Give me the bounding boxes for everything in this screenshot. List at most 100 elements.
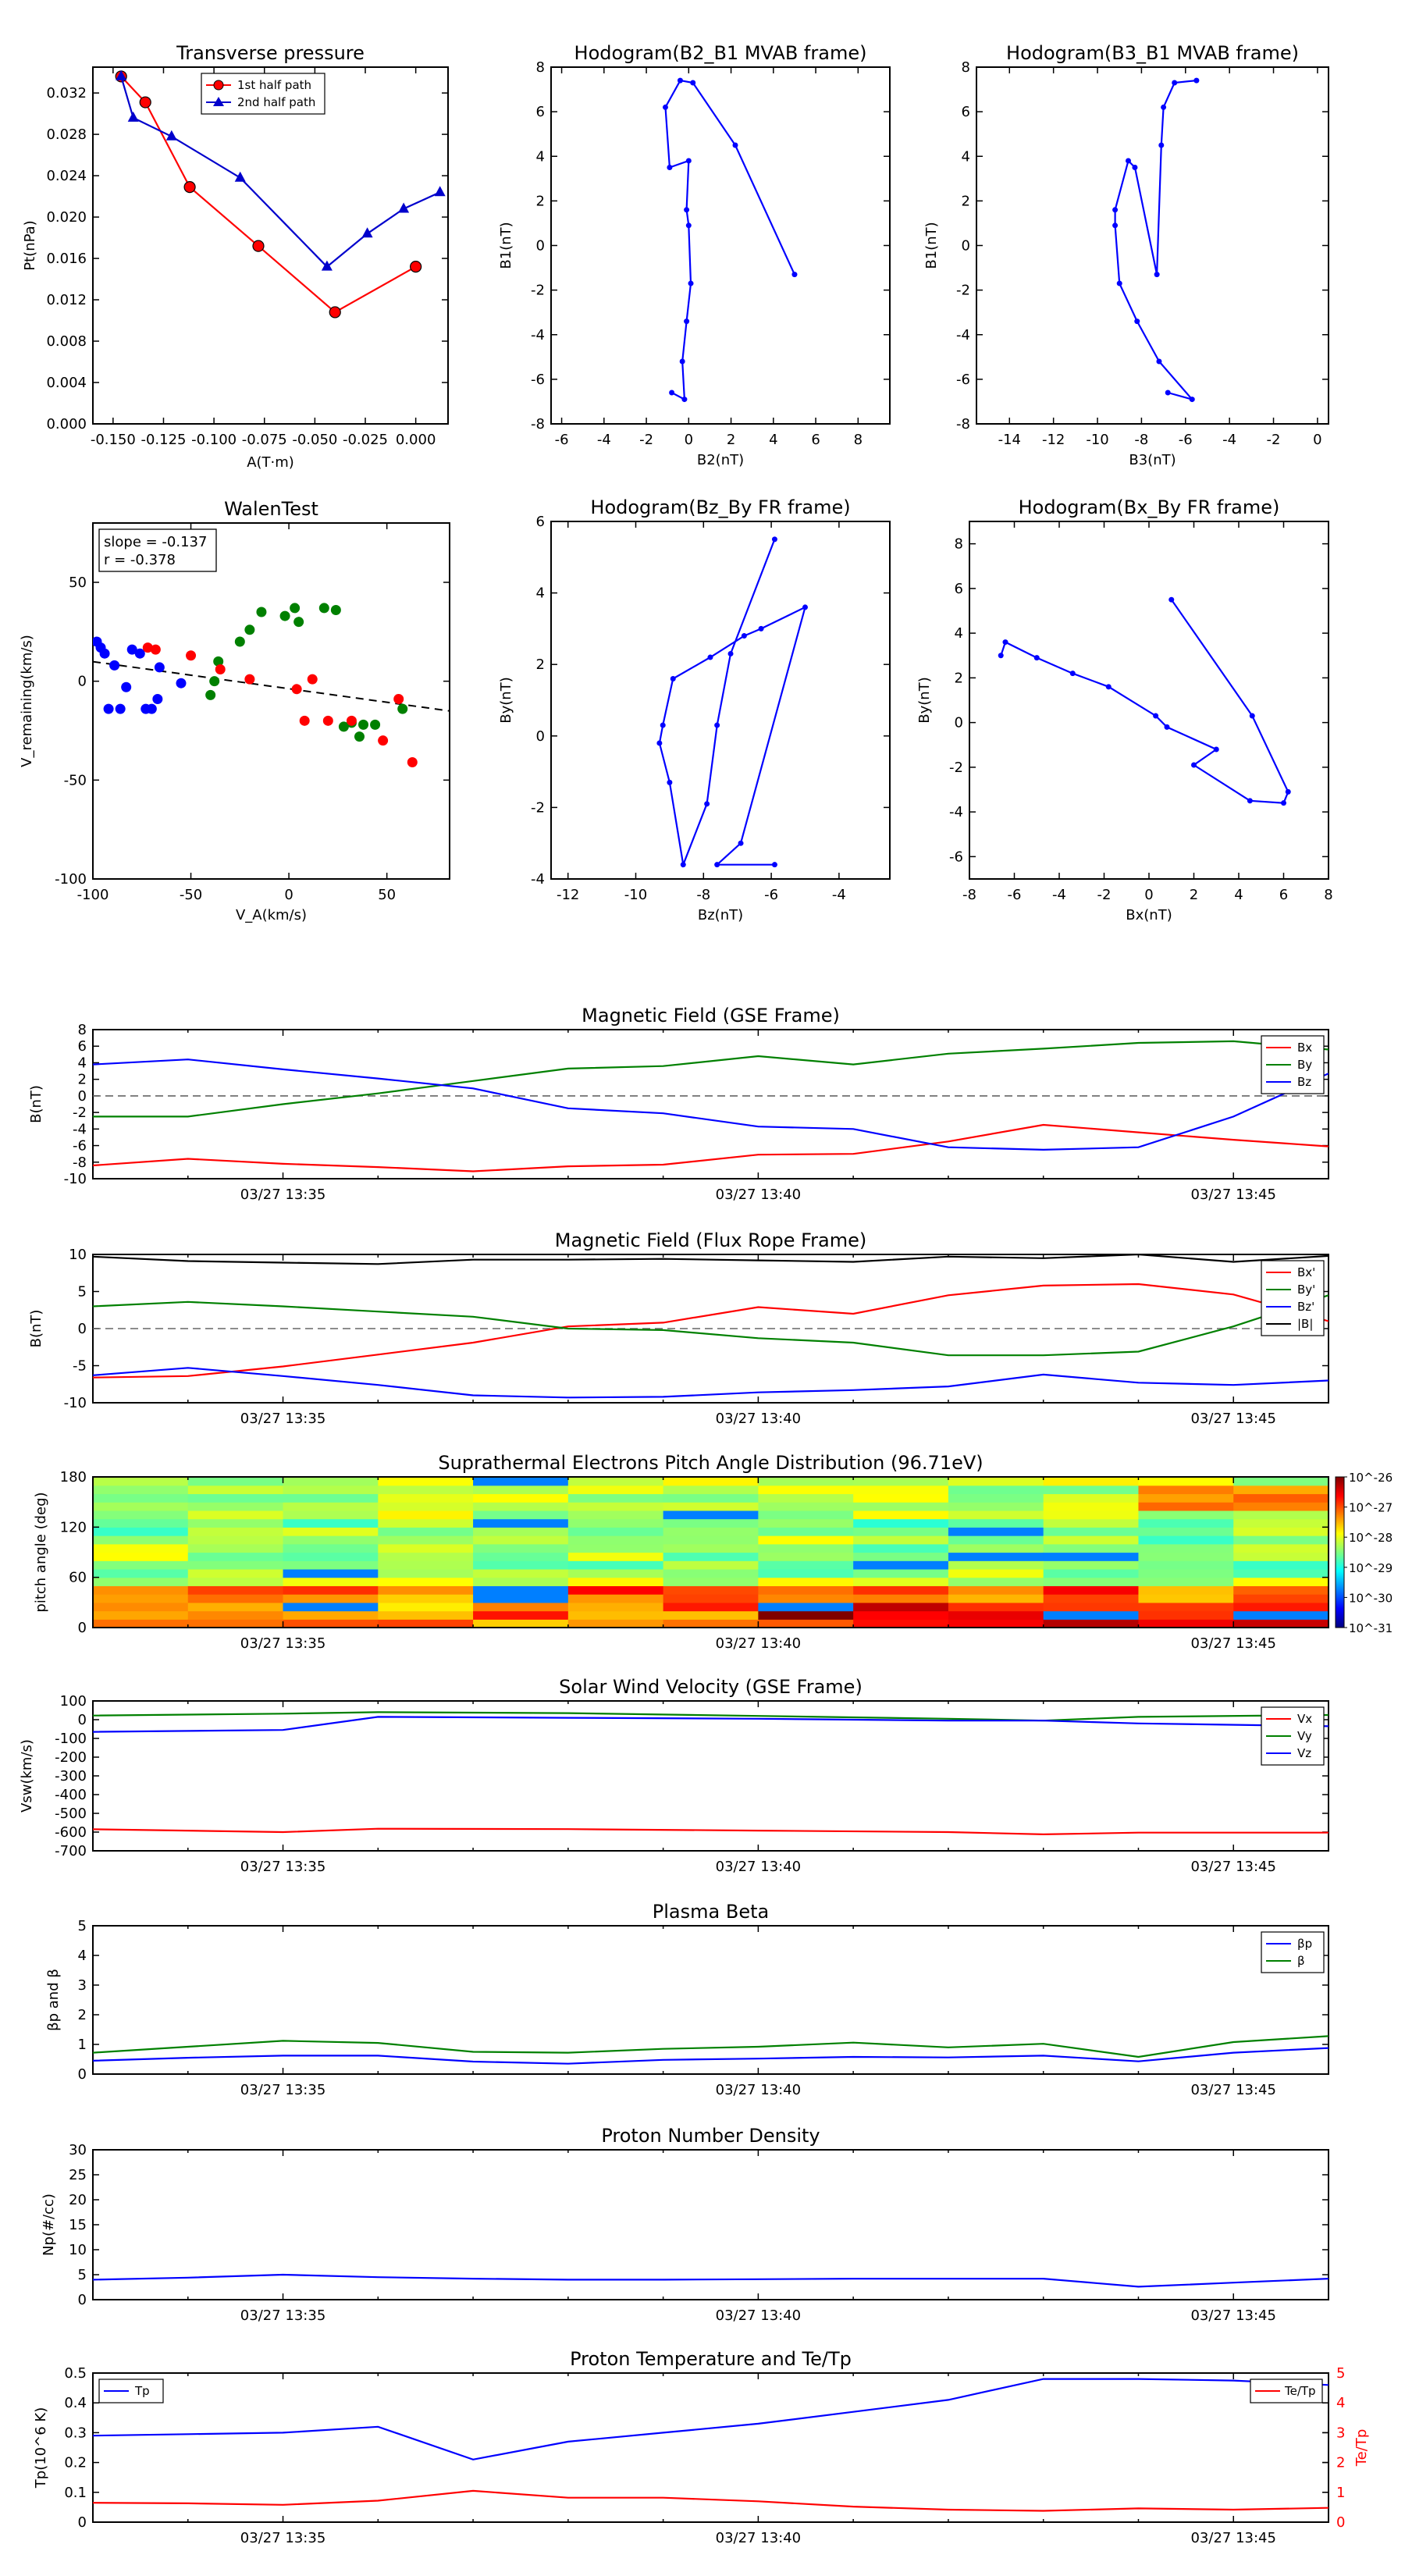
plasma-beta-chart: Plasma Beta βp and β 0 1 2 3 4 5 03/27 13:35 03/2…	[45, 1901, 1329, 2098]
legend-label: |B|	[1297, 1317, 1313, 1331]
heatmap-cell	[283, 1585, 379, 1595]
heatmap-cell	[1233, 1560, 1329, 1570]
fit-line	[93, 660, 450, 712]
series-line	[93, 1123, 1329, 1172]
x-tick-label: 03/27 13:45	[1190, 2307, 1275, 2324]
plot-area	[93, 2378, 1329, 2512]
legend: βp β	[1261, 1931, 1325, 1973]
heatmap-cell	[663, 1602, 759, 1612]
heatmap-cell	[378, 1510, 474, 1520]
scatter-point	[152, 693, 163, 704]
heatmap-cell	[187, 1585, 284, 1595]
y-tick-label: -2	[73, 1105, 87, 1121]
heatmap-cell	[853, 1493, 949, 1503]
heatmap-cell	[948, 1493, 1044, 1503]
hodogram-point	[1156, 358, 1162, 365]
heatmap-cell	[1233, 1594, 1329, 1603]
scatter-point	[176, 678, 187, 688]
heatmap-cell	[93, 1568, 189, 1578]
y-tick-label: 6	[962, 104, 970, 120]
heatmap-cell	[378, 1535, 474, 1545]
heatmap-cell	[1233, 1502, 1329, 1511]
hodogram-point	[741, 633, 747, 639]
y-tick-label: -8	[956, 416, 970, 432]
data-point-triangle	[234, 171, 246, 182]
heatmap-cell	[758, 1477, 854, 1486]
x-tick-label: -6	[764, 887, 778, 903]
heatmap-cell	[187, 1619, 284, 1628]
hodogram-point	[677, 77, 683, 84]
heatmap-cell	[93, 1594, 189, 1603]
legend-label: Bx'	[1297, 1265, 1315, 1279]
heatmap-cell	[283, 1568, 379, 1578]
x-tick-label: 03/27 13:40	[716, 1635, 801, 1652]
y-tick-label: 0	[78, 2514, 87, 2531]
y-tick-label: 0.012	[46, 292, 87, 308]
y-tick-label: 0.3	[64, 2425, 87, 2441]
legend: 1st half path 2nd half path	[201, 73, 325, 115]
heatmap-cell	[948, 1577, 1044, 1586]
x-tick-label: 03/27 13:45	[1190, 1411, 1275, 1427]
legend-label: βp	[1297, 1937, 1312, 1951]
series-line	[93, 1294, 1329, 1357]
heatmap-cell	[187, 1527, 284, 1536]
heatmap-cell	[853, 1577, 949, 1586]
scatter-point	[215, 664, 226, 674]
y-tick-label: -4	[949, 804, 963, 820]
colorbar	[1335, 1476, 1345, 1628]
x-tick-label: -0.050	[292, 432, 337, 448]
legend: Vx Vy Vz	[1261, 1706, 1325, 1766]
legend-label: Bx	[1297, 1041, 1312, 1055]
heatmap-cell	[93, 1619, 189, 1628]
hodogram-point	[998, 653, 1004, 659]
hodogram-point	[1165, 390, 1171, 396]
data-point-circle	[329, 306, 341, 318]
y-tick-label: -100	[55, 871, 87, 888]
chart-title: Plasma Beta	[653, 1901, 769, 1923]
hodogram-point	[1002, 639, 1008, 646]
x-tick-label: 03/27 13:40	[716, 1187, 801, 1203]
heatmap-cell	[93, 1577, 189, 1586]
x-tick-label: -14	[998, 432, 1021, 448]
scatter-point	[338, 721, 349, 732]
y-tick-label: 0	[78, 1620, 87, 1636]
x-axis-label: V_A(km/s)	[236, 907, 307, 923]
heatmap-cell	[1233, 1577, 1329, 1586]
y-tick-label: 0.000	[46, 416, 87, 432]
heatmap-cell	[758, 1552, 854, 1561]
legend: Bx By Bz	[1261, 1035, 1325, 1094]
heatmap-cell	[473, 1585, 569, 1595]
scatter-point	[330, 604, 341, 615]
heatmap-cell	[758, 1510, 854, 1520]
y-tick-label: -8	[73, 1155, 87, 1171]
x-tick-label: 03/27 13:45	[1190, 2082, 1275, 2098]
y-tick-label: 0.024	[46, 168, 87, 184]
heatmap-cell	[663, 1493, 759, 1503]
hodogram-point	[758, 625, 764, 632]
heatmap-cell	[1043, 1602, 1140, 1612]
hodogram-point	[681, 397, 688, 403]
heatmap-cell	[283, 1577, 379, 1586]
legend-marker	[213, 97, 224, 106]
hodogram-point	[1189, 397, 1195, 403]
heatmap-cell	[1138, 1602, 1234, 1612]
heatmap-cell	[948, 1485, 1044, 1495]
chart-title: Hodogram(Bz_By FR frame)	[590, 496, 850, 518]
hodogram-point	[1193, 77, 1200, 84]
y-tick-label: -4	[73, 1121, 87, 1137]
y-axis-label: B(nT)	[28, 1085, 44, 1123]
heatmap-cell	[1043, 1502, 1140, 1511]
hodogram-point	[685, 222, 692, 229]
heatmap-cell	[948, 1619, 1044, 1628]
heatmap-cell	[758, 1535, 854, 1545]
magnetic-field-gse-chart: Magnetic Field (GSE Frame) B(nT) -10-8-6-4…	[28, 1005, 1329, 1203]
heatmap-cell	[1233, 1477, 1329, 1486]
scatter-point	[142, 642, 153, 653]
heatmap-cell	[187, 1477, 284, 1486]
y-tick-label: 8	[955, 536, 963, 553]
heatmap-cell	[663, 1485, 759, 1495]
hodogram-point	[1033, 655, 1040, 661]
y-tick-label: 25	[69, 2167, 87, 2183]
heatmap-cell	[378, 1560, 474, 1570]
heatmap-cell	[663, 1543, 759, 1553]
